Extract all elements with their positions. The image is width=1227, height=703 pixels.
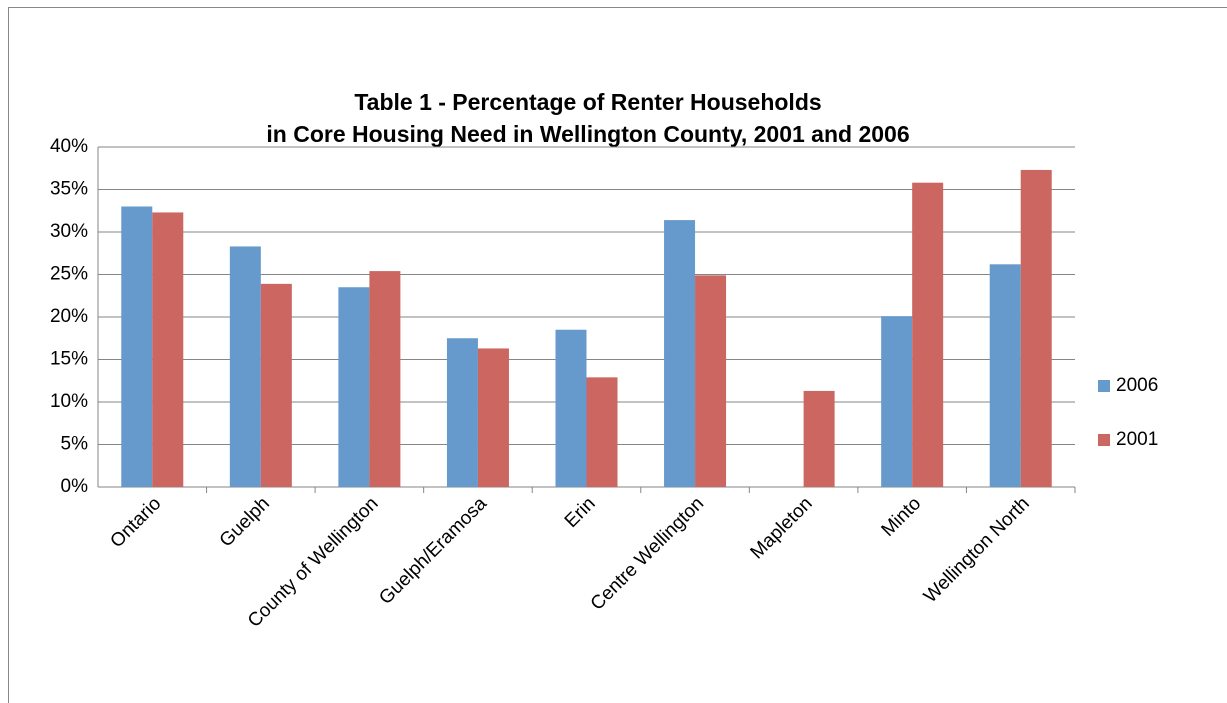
y-tick-label: 15% (50, 349, 88, 370)
legend-swatch (1098, 380, 1110, 392)
x-tick-label: Wellington North (920, 493, 1034, 607)
bar (555, 329, 587, 487)
y-tick-label: 0% (61, 476, 89, 497)
bar (586, 377, 618, 487)
bar (446, 338, 478, 487)
chart-title: in Core Housing Need in Wellington Count… (266, 121, 909, 147)
bar (260, 283, 292, 487)
y-tick-label: 35% (50, 179, 88, 200)
y-tick-label: 20% (50, 306, 88, 327)
y-tick-label: 10% (50, 391, 88, 412)
x-tick-label: Centre Wellington (587, 493, 708, 614)
x-tick-label: Erin (561, 493, 600, 532)
bar (1020, 169, 1052, 487)
bar (695, 275, 727, 487)
bar (121, 206, 153, 487)
bar (664, 220, 696, 487)
bar (229, 246, 261, 487)
legend-label: 2006 (1116, 375, 1158, 396)
legend-label: 2001 (1116, 429, 1158, 450)
bar (152, 212, 184, 487)
bar (803, 390, 835, 487)
bar (912, 182, 944, 487)
bar (477, 348, 509, 487)
bar (989, 264, 1021, 487)
legend-swatch (1098, 434, 1110, 446)
y-tick-label: 40% (50, 136, 88, 157)
bar (338, 287, 370, 487)
x-tick-label: Guelph/Eramosa (375, 493, 491, 609)
x-tick-label: Guelph (216, 493, 274, 551)
chart-title: Table 1 - Percentage of Renter Household… (354, 89, 821, 115)
y-tick-label: 25% (50, 264, 88, 285)
bar (881, 316, 913, 487)
x-tick-label: Mapleton (747, 493, 817, 563)
x-tick-label: Minto (878, 493, 926, 541)
y-tick-label: 5% (61, 434, 89, 455)
x-tick-label: Ontario (106, 493, 165, 552)
bar (369, 271, 401, 487)
y-tick-label: 30% (50, 221, 88, 242)
chart-frame (8, 7, 1227, 703)
